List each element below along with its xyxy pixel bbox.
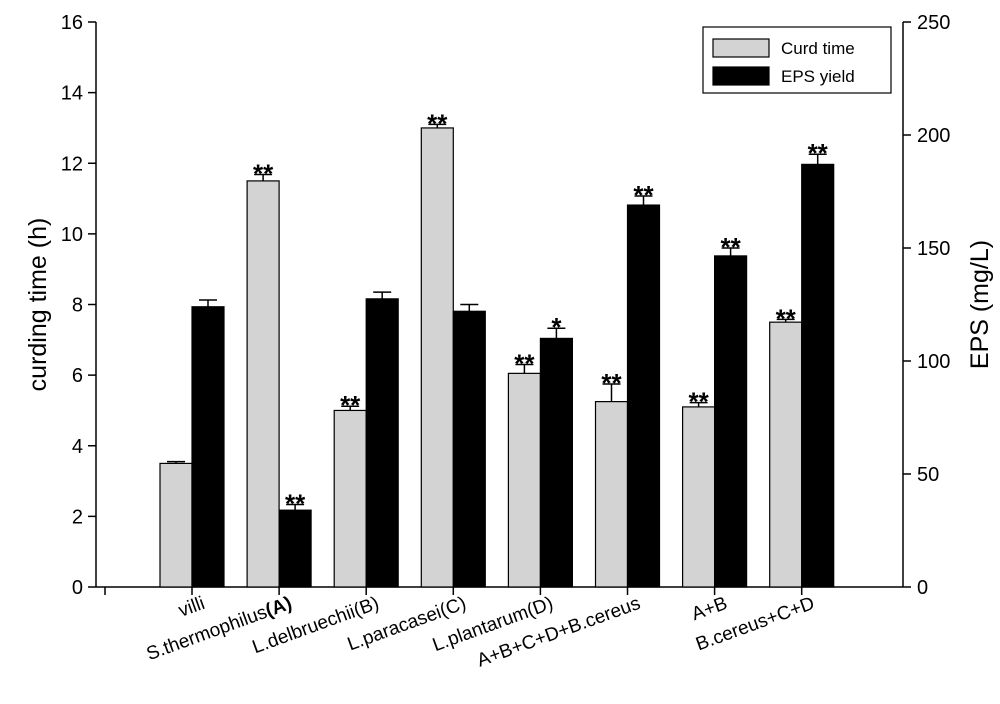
significance-label: ** xyxy=(514,349,535,379)
significance-label: * xyxy=(551,312,562,342)
bar xyxy=(626,204,661,588)
y-tick-label-right: 250 xyxy=(917,12,950,34)
bar xyxy=(191,306,225,588)
bar xyxy=(452,310,486,588)
y-tick-label-right: 0 xyxy=(917,577,928,599)
legend-swatch xyxy=(712,38,770,58)
category-label-bold-suffix: (A) xyxy=(263,593,295,622)
category-label: S.thermophilus(A) xyxy=(144,593,295,665)
bar xyxy=(420,127,454,588)
y-tick-label-left: 14 xyxy=(61,83,83,105)
y-tick-label-right: 200 xyxy=(917,125,950,147)
bar xyxy=(594,401,629,588)
y-tick-label-left: 16 xyxy=(61,12,83,34)
category-label: villi xyxy=(176,593,208,622)
y-tick-label-right: 50 xyxy=(917,464,939,486)
legend-label: Curd time xyxy=(781,39,855,58)
y-axis-title-left: curding time (h) xyxy=(24,218,52,392)
bar xyxy=(333,409,367,588)
category-label-text: villi xyxy=(176,593,208,622)
significance-label: ** xyxy=(776,303,797,333)
y-tick-label-left: 2 xyxy=(72,506,83,528)
legend: Curd time EPS yield xyxy=(702,26,892,94)
bar xyxy=(278,509,312,588)
bar xyxy=(713,255,748,588)
bar xyxy=(769,321,803,588)
y-tick-label-left: 4 xyxy=(72,436,83,458)
bar xyxy=(801,163,835,588)
significance-label: ** xyxy=(285,489,306,519)
bar xyxy=(246,180,280,588)
significance-label: ** xyxy=(601,368,622,398)
y-tick-label-right: 100 xyxy=(917,351,950,373)
y-tick-label-left: 0 xyxy=(72,577,83,599)
category-label-text: A+B xyxy=(689,593,730,625)
significance-label: ** xyxy=(808,138,829,168)
y-tick-label-left: 10 xyxy=(61,224,83,246)
bar xyxy=(365,298,399,588)
significance-label: ** xyxy=(720,232,741,262)
y-tick-label-right: 150 xyxy=(917,238,950,260)
y-axis-title-right: EPS (mg/L) xyxy=(966,240,994,369)
significance-label: ** xyxy=(688,387,709,417)
significance-label: ** xyxy=(633,180,654,210)
y-tick-label-left: 8 xyxy=(72,295,83,317)
bars xyxy=(159,123,835,588)
category-label: A+B xyxy=(689,593,730,625)
y-tick-label-left: 6 xyxy=(72,365,83,387)
bar xyxy=(159,462,193,588)
y-tick-label-left: 12 xyxy=(61,153,83,175)
significance-label: ** xyxy=(340,390,361,420)
bar xyxy=(681,406,716,588)
legend-swatch xyxy=(712,66,770,86)
axes xyxy=(88,21,911,595)
bar xyxy=(539,337,574,588)
bar xyxy=(507,372,541,588)
significance-label: ** xyxy=(253,159,274,189)
legend-label: EPS yield xyxy=(781,67,855,86)
significance-label: ** xyxy=(427,108,448,138)
